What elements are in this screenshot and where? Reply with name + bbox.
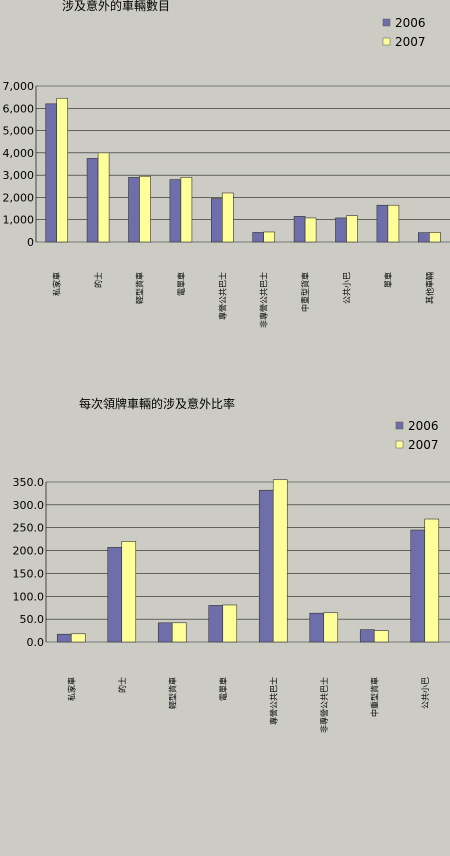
bar <box>56 633 72 643</box>
bar <box>208 605 224 643</box>
category-label: 公共小巴 <box>343 272 352 304</box>
bar <box>309 612 325 643</box>
y-tick-label: 3,000 <box>3 169 35 182</box>
legend-label: 2006 <box>408 419 439 433</box>
category-label: 非專營公共巴士 <box>319 677 329 733</box>
bar <box>410 529 426 643</box>
bar <box>272 479 288 643</box>
bar <box>263 231 276 243</box>
bar <box>70 633 86 643</box>
category-label: 中重型貨車 <box>369 677 379 717</box>
legend-label: 2007 <box>408 438 439 452</box>
legend-label: 2007 <box>395 35 426 49</box>
bar <box>258 489 274 643</box>
bar <box>121 541 137 643</box>
y-tick-label: 2,000 <box>3 191 35 204</box>
chart-1: 涉及意外的車輛數目 2006 2007 0 1,000 2,000 3,000 4,000 5,… <box>3 0 450 328</box>
chart-title: 涉及意外的車輛數目 <box>62 0 170 13</box>
bar <box>293 216 306 243</box>
bar <box>424 518 440 643</box>
bar <box>171 622 187 643</box>
bar <box>304 217 317 243</box>
bar <box>428 232 441 243</box>
category-label: 輕型貨車 <box>167 677 177 709</box>
category-label: 私家車 <box>66 677 76 701</box>
category-label: 中重型貨車 <box>300 272 310 312</box>
chart-title: 每次領牌車輛的涉及意外比率 <box>79 396 235 411</box>
bar <box>157 622 173 643</box>
legend-swatch <box>395 440 404 449</box>
y-tick-label: 300.0 <box>13 499 45 512</box>
bar <box>180 177 193 243</box>
bar <box>376 204 389 243</box>
legend-swatch <box>382 18 391 27</box>
bar <box>359 629 375 643</box>
category-label: 私家車 <box>52 272 62 296</box>
bar <box>107 547 123 643</box>
y-tick-label: 6,000 <box>3 102 35 115</box>
bar <box>252 232 264 243</box>
legend-swatch <box>395 421 404 430</box>
bar <box>222 192 234 243</box>
legend-label: 2006 <box>395 16 426 30</box>
y-tick-label: 350.0 <box>13 476 45 489</box>
bar <box>56 97 69 243</box>
bar <box>128 177 140 243</box>
y-tick-label: 100.0 <box>13 590 45 603</box>
bar <box>335 217 347 243</box>
category-label: 單車 <box>383 272 393 288</box>
chart-2: 每次領牌車輛的涉及意外比率 2006 2007 0.0 50.0 100.0 150.0 20… <box>13 396 450 733</box>
category-label: 專營公共巴士 <box>217 272 227 320</box>
bar <box>222 604 238 643</box>
y-tick-label: 250.0 <box>13 522 45 535</box>
category-label: 公共小巴 <box>421 677 430 709</box>
category-label: 電單車 <box>218 677 228 701</box>
bar <box>169 179 182 243</box>
bar <box>45 103 58 243</box>
y-tick-label: 4,000 <box>3 147 35 160</box>
y-tick-label: 0.0 <box>27 636 45 649</box>
bar <box>346 215 358 243</box>
legend-swatch <box>382 37 391 46</box>
y-tick-label: 1,000 <box>3 214 35 227</box>
bar <box>373 630 389 643</box>
y-tick-label: 150.0 <box>13 567 45 580</box>
category-label: 電單車 <box>176 272 186 296</box>
bar <box>417 232 430 243</box>
bar <box>211 198 223 243</box>
bar <box>323 612 339 643</box>
bar <box>97 152 110 243</box>
category-label: 專營公共巴士 <box>268 677 278 725</box>
category-label: 輕型貨車 <box>135 272 145 304</box>
bar <box>86 158 99 243</box>
y-tick-label: 7,000 <box>3 80 35 93</box>
category-label: 的士 <box>93 272 103 288</box>
y-tick-label: 50.0 <box>20 613 45 626</box>
category-label: 的士 <box>117 677 127 693</box>
category-label: 非專營公共巴士 <box>259 272 269 328</box>
y-tick-label: 200.0 <box>13 545 45 558</box>
bar <box>387 204 400 243</box>
y-tick-label: 0 <box>27 236 34 249</box>
y-tick-label: 5,000 <box>3 125 35 138</box>
category-label: 其他車輛 <box>424 272 434 304</box>
bar <box>139 175 151 243</box>
